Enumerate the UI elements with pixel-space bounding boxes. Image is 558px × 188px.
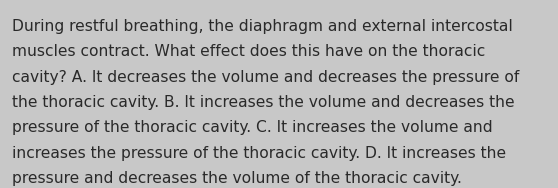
Text: the thoracic cavity. B. It increases the volume and decreases the: the thoracic cavity. B. It increases the…	[12, 95, 515, 110]
Text: muscles contract. What effect does this have on the thoracic: muscles contract. What effect does this …	[12, 44, 485, 59]
Text: pressure of the thoracic cavity. C. It increases the volume and: pressure of the thoracic cavity. C. It i…	[12, 120, 493, 135]
Text: cavity? A. It decreases the volume and decreases the pressure of: cavity? A. It decreases the volume and d…	[12, 70, 519, 85]
Text: During restful breathing, the diaphragm and external intercostal: During restful breathing, the diaphragm …	[12, 19, 513, 34]
Text: increases the pressure of the thoracic cavity. D. It increases the: increases the pressure of the thoracic c…	[12, 146, 507, 161]
Text: pressure and decreases the volume of the thoracic cavity.: pressure and decreases the volume of the…	[12, 171, 462, 186]
